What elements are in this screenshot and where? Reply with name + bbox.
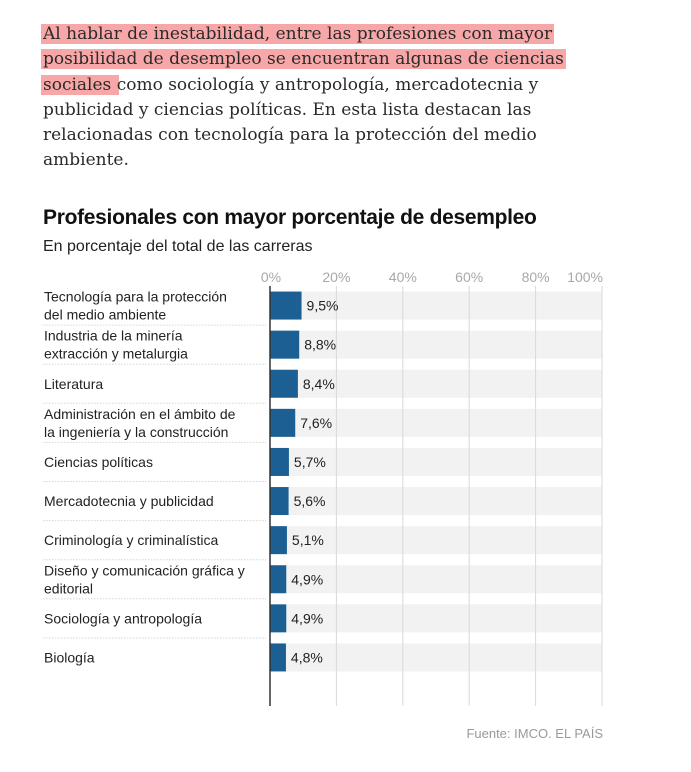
- category-label: Sociología y antropología: [44, 610, 202, 626]
- source-note: Fuente: IMCO. EL PAÍS: [466, 726, 603, 741]
- bar: [270, 526, 287, 555]
- x-tick-label: 60%: [455, 269, 483, 285]
- value-label: 5,6%: [294, 493, 326, 509]
- bar-track: [270, 408, 602, 437]
- bar-track: [270, 487, 602, 516]
- category-label: Literatura: [44, 376, 103, 392]
- bar-track: [270, 330, 602, 359]
- category-label: Criminología y criminalística: [44, 532, 218, 548]
- bar-chart: 0% 20% 40% 60% 80% 100% 9,5% Tecnología para la…: [43, 269, 603, 706]
- x-tick-label: 100%: [567, 269, 603, 285]
- x-tick-label: 20%: [322, 269, 350, 285]
- bar-track: [270, 643, 602, 672]
- category-label: Administración en el ámbito de: [44, 406, 236, 422]
- bar-track: [270, 447, 602, 476]
- bar: [270, 604, 287, 633]
- category-label: Tecnología para la protección: [44, 289, 227, 305]
- article-paragraph: Al hablar de inestabilidad, entre las pr…: [41, 22, 603, 174]
- category-label: del medio ambiente: [44, 307, 166, 323]
- bar-track: [270, 369, 602, 398]
- value-label: 4,8%: [291, 649, 323, 665]
- bar: [270, 487, 289, 516]
- value-label: 4,9%: [291, 571, 323, 587]
- bar: [270, 291, 302, 320]
- value-label: 9,5%: [307, 298, 339, 314]
- bar: [270, 369, 298, 398]
- value-label: 4,9%: [291, 610, 323, 626]
- value-label: 5,7%: [294, 454, 326, 470]
- category-label: extracción y metalurgia: [44, 346, 188, 362]
- bar: [270, 330, 300, 359]
- bar: [270, 643, 286, 672]
- category-label: Mercadotecnia y publicidad: [44, 493, 214, 509]
- bar-track: [270, 291, 602, 320]
- bar: [270, 408, 296, 437]
- category-label: la ingeniería y la construcción: [44, 424, 228, 440]
- bar: [270, 447, 289, 476]
- x-tick-label: 0%: [261, 269, 281, 285]
- paragraph-text: como sociología y antropología, mercadot…: [43, 74, 539, 171]
- category-label: Industria de la minería: [44, 328, 183, 344]
- category-label: editorial: [44, 580, 93, 596]
- value-label: 5,1%: [292, 532, 324, 548]
- value-label: 7,6%: [300, 415, 332, 431]
- category-label: Biología: [44, 649, 95, 665]
- value-label: 8,8%: [304, 337, 336, 353]
- bar-track: [270, 604, 602, 633]
- chart-title: Profesionales con mayor porcentaje de de…: [43, 206, 537, 229]
- value-label: 8,4%: [303, 376, 335, 392]
- bar: [270, 565, 287, 594]
- category-label: Ciencias políticas: [44, 454, 153, 470]
- bar-track: [270, 565, 602, 594]
- x-tick-label: 40%: [389, 269, 417, 285]
- bar-track: [270, 526, 602, 555]
- x-tick-label: 80%: [522, 269, 550, 285]
- category-label: Diseño y comunicación gráfica y: [44, 562, 245, 578]
- chart-subtitle: En porcentaje del total de las carreras: [43, 238, 313, 255]
